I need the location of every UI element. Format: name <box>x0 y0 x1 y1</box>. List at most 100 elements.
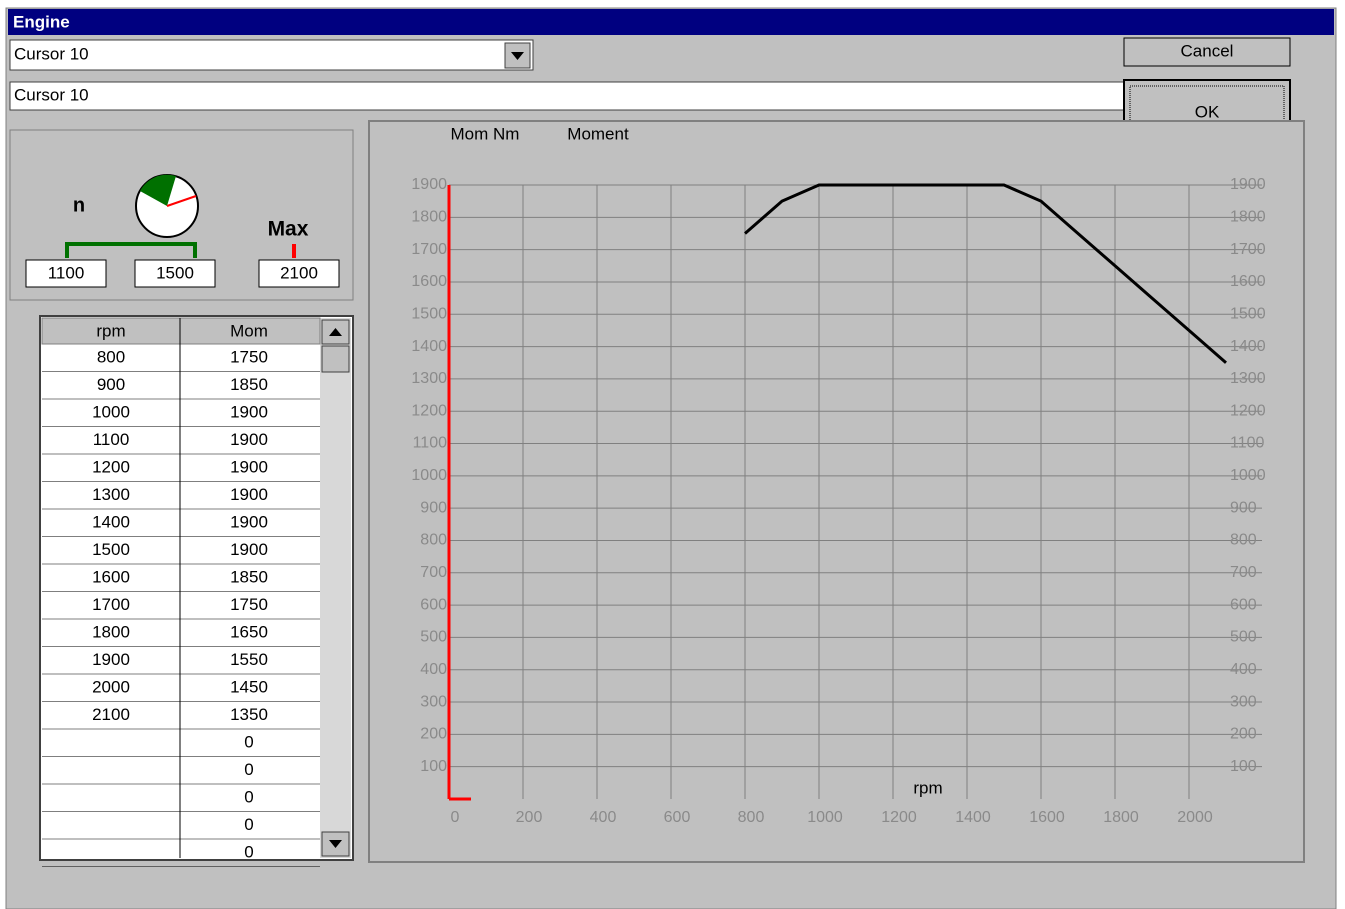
y2-tick-label: 1700 <box>1230 241 1266 258</box>
table-cell: 1200 <box>92 457 130 476</box>
y-tick-label: 700 <box>420 564 447 581</box>
y-tick-label: 1400 <box>411 338 447 355</box>
chart: 1002003004005006007008009001000110012001… <box>411 124 1265 826</box>
y-tick-label: 1200 <box>411 402 447 419</box>
y2-tick-label: 500 <box>1230 629 1257 646</box>
x-tick-label: 1400 <box>955 809 991 826</box>
combo-box[interactable] <box>9 39 534 71</box>
up-icon <box>329 328 342 336</box>
n-to-value: 1500 <box>156 263 194 282</box>
scroll-down[interactable] <box>321 831 350 857</box>
y2-tick-label: 1200 <box>1230 402 1266 419</box>
y-tick-label: 100 <box>420 758 447 775</box>
y2-tick-label: 600 <box>1230 596 1257 613</box>
y-tick-label: 1900 <box>411 176 447 193</box>
combo-value: Cursor 10 <box>14 44 89 63</box>
y2-tick-label: 1300 <box>1230 370 1266 387</box>
arrow-icon <box>511 52 524 60</box>
table-cell: 0 <box>244 732 253 751</box>
y2-tick-label: 1900 <box>1230 176 1266 193</box>
n-from-field[interactable] <box>25 259 107 288</box>
y2-tick-label: 900 <box>1230 499 1257 516</box>
y-tick-label: 900 <box>420 499 447 516</box>
max-label: Max <box>268 218 309 241</box>
table-cell: 1900 <box>230 540 268 559</box>
y2-tick-label: 800 <box>1230 532 1257 549</box>
y2-tick-label: 200 <box>1230 726 1257 743</box>
y2-tick-label: 1100 <box>1230 435 1265 452</box>
y-tick-label: 1000 <box>411 467 447 484</box>
legend-label: Moment <box>567 124 629 143</box>
table-cell: 1900 <box>230 457 268 476</box>
y-tick-label: 1700 <box>411 241 447 258</box>
table-cell: 800 <box>97 347 125 366</box>
x-axis-title: rpm <box>913 778 942 797</box>
y2-tick-label: 100 <box>1230 758 1257 775</box>
table-cell: 1450 <box>230 677 268 696</box>
table-cell: 2000 <box>92 677 130 696</box>
x-tick-label: 200 <box>516 809 543 826</box>
y2-tick-label: 1500 <box>1230 305 1266 322</box>
table-cell: 1750 <box>230 595 268 614</box>
table-cell: 1900 <box>230 512 268 531</box>
table-cell: 2100 <box>92 705 130 724</box>
x-tick-label: 1000 <box>807 809 843 826</box>
table-cell: 1900 <box>230 485 268 504</box>
y2-tick-label: 1800 <box>1230 209 1266 226</box>
x-tick-label: 0 <box>451 809 460 826</box>
n-label: n <box>73 194 85 216</box>
series-line <box>744 183 1227 364</box>
table-cell: 1100 <box>93 430 130 449</box>
ok-label: OK <box>1195 102 1220 121</box>
scrollbar[interactable] <box>320 318 351 858</box>
table-cell: 0 <box>244 787 253 806</box>
table-cell: 1850 <box>230 375 268 394</box>
y2-tick-label: 1600 <box>1230 273 1266 290</box>
table-cell: 0 <box>244 760 253 779</box>
y-tick-label: 200 <box>420 726 447 743</box>
table-cell: 1900 <box>92 650 130 669</box>
gauge-sector <box>140 174 176 206</box>
y-axis-title: Mom Nm <box>451 124 520 143</box>
table-cell: 1000 <box>92 402 130 421</box>
x-tick-label: 1200 <box>881 809 917 826</box>
cancel-label: Cancel <box>1181 41 1234 60</box>
down-icon <box>329 840 342 848</box>
table-cell: 1900 <box>230 430 268 449</box>
title-bar <box>8 9 1334 35</box>
table-cell: 1750 <box>230 347 268 366</box>
y-tick-label: 400 <box>420 661 447 678</box>
table-cell: 1650 <box>230 622 268 641</box>
table-cell: 900 <box>97 375 125 394</box>
y-tick-label: 500 <box>420 629 447 646</box>
table-cell: 1850 <box>230 567 268 586</box>
y2-tick-label: 1000 <box>1230 467 1266 484</box>
header-row <box>41 317 321 345</box>
table-cell: 1400 <box>92 512 130 531</box>
y-tick-label: 1600 <box>411 273 447 290</box>
cancel-button[interactable] <box>1123 37 1291 67</box>
n-from-value: 1100 <box>48 263 85 282</box>
max-value: 2100 <box>280 263 318 282</box>
range-bracket <box>65 242 197 258</box>
table-cell: 1800 <box>92 622 130 641</box>
y-tick-label: 300 <box>420 693 447 710</box>
table-cell: 1900 <box>230 402 268 421</box>
n-to-field[interactable] <box>134 259 216 288</box>
scroll-thumb[interactable] <box>321 345 350 373</box>
name-field[interactable] <box>9 81 1126 111</box>
table-cell: 1350 <box>230 705 268 724</box>
column-header: rpm <box>96 321 125 340</box>
table-cell: 1500 <box>92 540 130 559</box>
x-tick-label: 2000 <box>1177 809 1213 826</box>
y-tick-label: 1300 <box>411 370 447 387</box>
y-tick-label: 1100 <box>413 435 448 452</box>
table-body: rpm Mom 800 1750 900 1850 1000 1900 1100 1900 1200… <box>41 317 321 867</box>
max-field[interactable] <box>258 259 340 288</box>
table-cell: 1700 <box>92 595 130 614</box>
y2-tick-label: 700 <box>1230 564 1257 581</box>
y2-tick-label: 400 <box>1230 661 1257 678</box>
data-table <box>39 315 354 861</box>
y2-tick-label: 300 <box>1230 693 1257 710</box>
